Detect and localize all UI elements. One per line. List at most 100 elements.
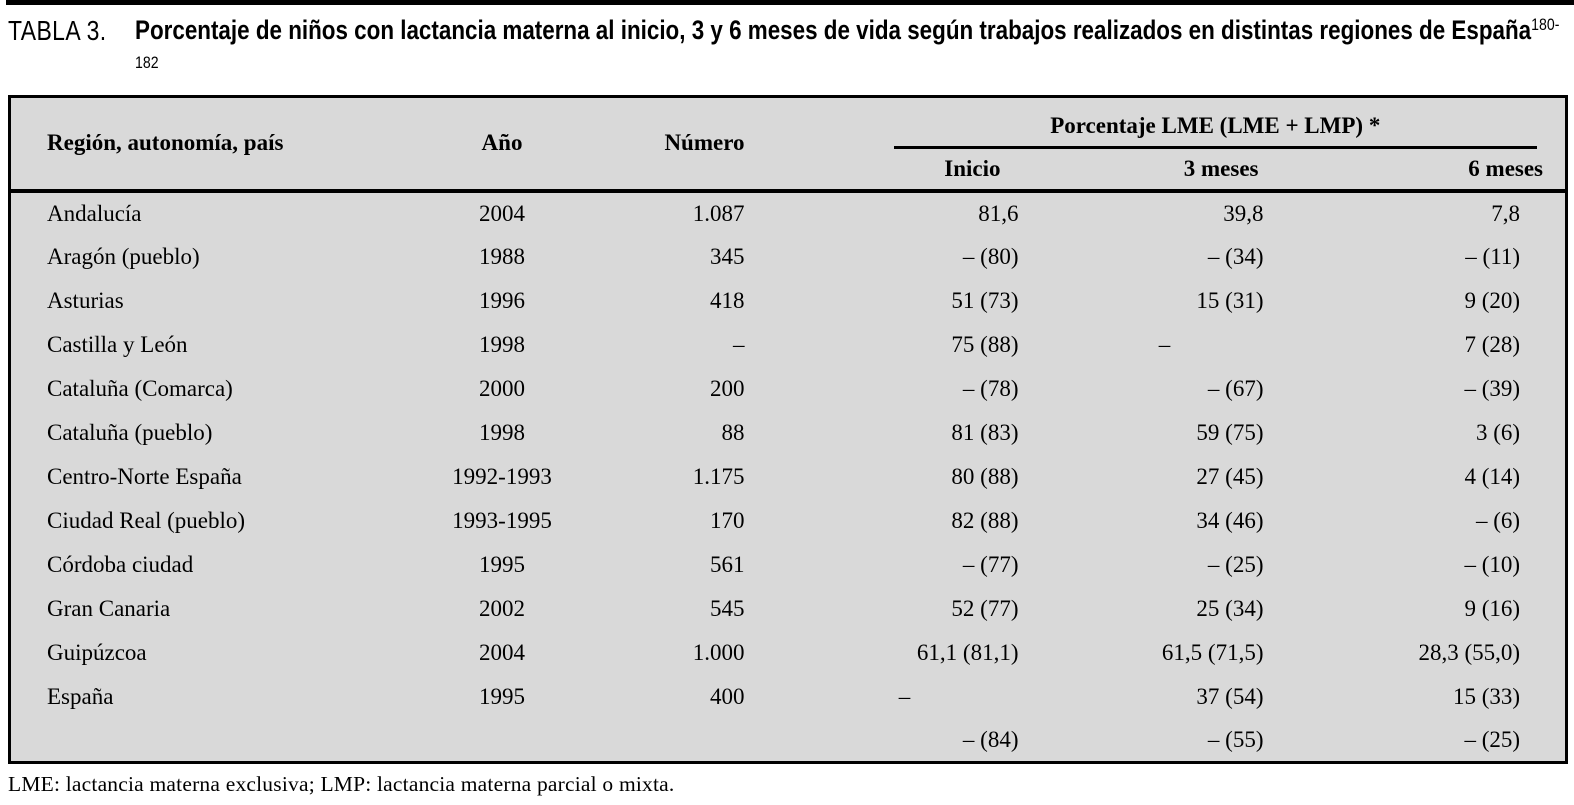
col-header-number: Número (664, 130, 745, 156)
cell-inicio: – (80) (962, 243, 1019, 269)
cell-inicio: 52 (77) (951, 595, 1019, 621)
table-title-text: Porcentaje de niños con lactancia matern… (135, 13, 1574, 89)
cell-inicio: 81,6 (978, 200, 1019, 226)
cell-3-meses: – (25) (1207, 551, 1264, 577)
cell-3-meses: – (67) (1207, 375, 1264, 401)
cell-number: 345 (710, 243, 745, 269)
cell-6-meses: 3 (6) (1475, 419, 1521, 445)
col-header-year: Año (481, 130, 523, 156)
cell-number: 561 (710, 551, 745, 577)
cell-number: 1.000 (692, 639, 745, 665)
cell-region: Ciudad Real (pueblo) (47, 507, 246, 533)
col-header-region: Región, autonomía, país (47, 130, 284, 156)
col-group-header-cell: Porcentaje LME (LME + LMP) * (765, 97, 1567, 149)
cell-year: 2004 (479, 639, 525, 665)
cell-6-meses: 9 (16) (1464, 595, 1521, 621)
cell-6-meses: 7 (28) (1464, 331, 1521, 357)
table-footnote: LME: lactancia materna exclusiva; LMP: l… (8, 772, 675, 796)
table-row: – (84) – (55) – (25) (10, 719, 1567, 763)
cell-region: España (47, 683, 114, 709)
cell-inicio: – (78) (962, 375, 1019, 401)
cell-year (390, 719, 615, 763)
table-row: Gran Canaria 2002 545 52 (77) 25 (34) 9 … (10, 587, 1567, 631)
cell-6-meses: 28,3 (55,0) (1418, 639, 1521, 665)
cell-inicio: – (77) (962, 551, 1019, 577)
cell-inicio: – (898, 683, 911, 709)
cell-inicio: 82 (88) (951, 507, 1019, 533)
cell-3-meses: 61,5 (71,5) (1161, 639, 1264, 665)
cell-number: 200 (710, 375, 745, 401)
cell-3-meses: – (34) (1207, 243, 1264, 269)
breastfeeding-table: Región, autonomía, país Año Número Porce… (8, 95, 1569, 764)
table-row: Andalucía 2004 1.087 81,6 39,8 7,8 (10, 191, 1567, 235)
cell-inicio: 81 (83) (951, 419, 1019, 445)
cell-number: 400 (710, 683, 745, 709)
table-title-main-text: Porcentaje de niños con lactancia matern… (135, 15, 1532, 45)
table-row: Cataluña (Comarca) 2000 200 – (78) – (67… (10, 367, 1567, 411)
cell-6-meses: – (6) (1475, 507, 1521, 533)
cell-number: 545 (710, 595, 745, 621)
cell-region: Castilla y León (47, 331, 188, 357)
cell-region: Aragón (pueblo) (47, 243, 200, 269)
table-header: Región, autonomía, país Año Número Porce… (9, 97, 1567, 191)
cell-number: – (733, 331, 745, 357)
cell-region: Centro-Norte España (47, 463, 242, 489)
cell-number (615, 719, 765, 763)
cell-year: 1996 (479, 287, 525, 313)
table-row: Aragón (pueblo) 1988 345 – (80) – (34) –… (10, 235, 1567, 279)
cell-6-meses: 15 (33) (1452, 683, 1521, 709)
col-group-header-label: Porcentaje LME (LME + LMP) * (893, 113, 1538, 149)
table-row: Centro-Norte España 1992-1993 1.175 80 (… (10, 455, 1567, 499)
cell-3-meses: 39,8 (1223, 200, 1264, 226)
cell-3-meses: – (55) (1207, 726, 1264, 752)
cell-region (10, 719, 390, 763)
cell-year: 1998 (479, 331, 525, 357)
table-row: Guipúzcoa 2004 1.000 61,1 (81,1) 61,5 (7… (10, 631, 1567, 675)
cell-3-meses: – (1158, 331, 1171, 357)
cell-6-meses: 7,8 (1491, 200, 1521, 226)
cell-year: 2000 (479, 375, 525, 401)
cell-region: Gran Canaria (47, 595, 171, 621)
cell-region: Asturias (47, 287, 124, 313)
cell-year: 1988 (479, 243, 525, 269)
col-header-3-meses: 3 meses (1183, 155, 1259, 181)
header-row-1: Región, autonomía, país Año Número Porce… (10, 97, 1567, 155)
cell-year: 1992-1993 (452, 463, 552, 489)
cell-year: 1993-1995 (452, 507, 552, 533)
cell-3-meses: 27 (45) (1196, 463, 1264, 489)
cell-6-meses: – (25) (1464, 726, 1521, 752)
cell-inicio: 80 (88) (951, 463, 1019, 489)
cell-number: 418 (710, 287, 745, 313)
cell-3-meses: 34 (46) (1196, 507, 1264, 533)
table-row: Ciudad Real (pueblo) 1993-1995 170 82 (8… (10, 499, 1567, 543)
cell-region: Cataluña (Comarca) (47, 375, 233, 401)
cell-3-meses: 37 (54) (1196, 683, 1264, 709)
cell-number: 88 (721, 419, 745, 445)
col-header-6-meses: 6 meses (1468, 155, 1544, 181)
cell-region: Andalucía (47, 200, 142, 226)
cell-number: 1.175 (692, 463, 745, 489)
table-row: Asturias 1996 418 51 (73) 15 (31) 9 (20) (10, 279, 1567, 323)
cell-inicio: – (84) (962, 726, 1019, 752)
cell-year: 1998 (479, 419, 525, 445)
cell-year: 2004 (479, 200, 525, 226)
table-row: Cataluña (pueblo) 1998 88 81 (83) 59 (75… (10, 411, 1567, 455)
cell-year: 1995 (479, 551, 525, 577)
cell-6-meses: 9 (20) (1464, 287, 1521, 313)
cell-region: Guipúzcoa (47, 639, 147, 665)
cell-year: 1995 (479, 683, 525, 709)
header-row-2: Inicio 3 meses 6 meses (10, 149, 1567, 191)
table-row: España 1995 400 – 37 (54) 15 (33) (10, 675, 1567, 719)
table-title: TABLA 3. Porcentaje de niños con lactanc… (8, 13, 1574, 89)
table-row: Castilla y León 1998 – 75 (88) – 7 (28) (10, 323, 1567, 367)
table-title-prefix: TABLA 3. (8, 15, 107, 46)
cell-3-meses: 25 (34) (1196, 595, 1264, 621)
cell-region: Córdoba ciudad (47, 551, 194, 577)
table-body: Andalucía 2004 1.087 81,6 39,8 7,8 Aragó… (10, 191, 1567, 763)
cell-year: 2002 (479, 595, 525, 621)
cell-6-meses: – (11) (1465, 243, 1521, 269)
cell-3-meses: 59 (75) (1196, 419, 1264, 445)
cell-6-meses: – (39) (1464, 375, 1521, 401)
cell-inicio: 51 (73) (951, 287, 1019, 313)
